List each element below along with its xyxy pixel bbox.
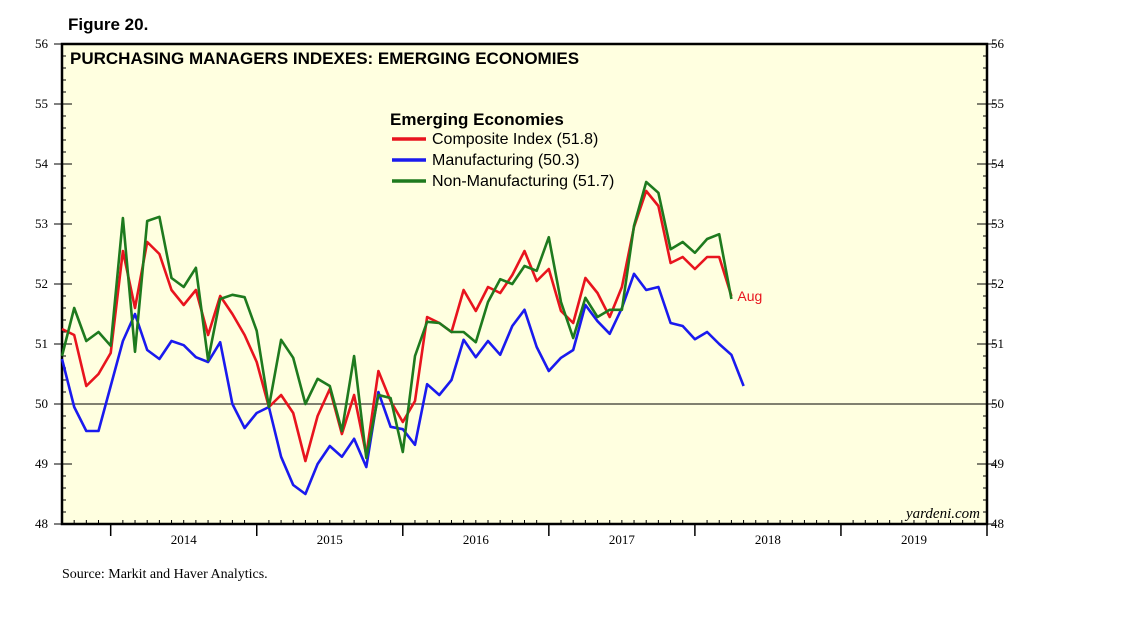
legend-label-composite: Composite Index (51.8) bbox=[432, 131, 598, 148]
x-year-label: 2015 bbox=[317, 532, 343, 547]
y-tick-label-left: 52 bbox=[35, 276, 48, 291]
x-year-label: 2014 bbox=[171, 532, 198, 547]
y-tick-label-right: 54 bbox=[991, 156, 1005, 171]
x-year-label: 2017 bbox=[609, 532, 636, 547]
series-line-composite bbox=[61, 189, 733, 463]
chart-title: PURCHASING MANAGERS INDEXES: EMERGING EC… bbox=[70, 49, 579, 68]
source-note: Source: Markit and Haver Analytics. bbox=[62, 567, 268, 582]
y-tick-label-right: 48 bbox=[991, 516, 1004, 531]
y-tick-label-left: 53 bbox=[35, 216, 48, 231]
y-tick-label-left: 51 bbox=[35, 336, 48, 351]
legend-label-nonmanufacturing: Non-Manufacturing (51.7) bbox=[432, 173, 614, 190]
y-tick-label-left: 56 bbox=[35, 36, 49, 51]
y-tick-label-left: 49 bbox=[35, 456, 48, 471]
watermark: yardeni.com bbox=[904, 506, 980, 522]
y-tick-label-right: 50 bbox=[991, 396, 1004, 411]
x-year-label: 2019 bbox=[901, 532, 927, 547]
series-line-manufacturing bbox=[60, 272, 745, 496]
legend-label-manufacturing: Manufacturing (50.3) bbox=[432, 152, 580, 169]
series-group bbox=[60, 180, 745, 496]
y-tick-label-right: 55 bbox=[991, 96, 1004, 111]
x-year-label: 2016 bbox=[463, 532, 490, 547]
axes-group: 48 48 49 49 50 50 51 51 52 52 53 53 54 54 55 55 56 56 2014… bbox=[35, 36, 1005, 547]
y-tick-label-left: 54 bbox=[35, 156, 49, 171]
y-tick-label-right: 49 bbox=[991, 456, 1004, 471]
y-tick-label-right: 56 bbox=[991, 36, 1005, 51]
figure-label: Figure 20. bbox=[68, 15, 148, 34]
y-tick-label-left: 50 bbox=[35, 396, 48, 411]
legend-title: Emerging Economies bbox=[390, 110, 564, 129]
y-tick-label-left: 48 bbox=[35, 516, 48, 531]
x-year-label: 2018 bbox=[755, 532, 781, 547]
series-line-nonmanufacturing bbox=[60, 180, 733, 460]
plot-area bbox=[60, 42, 989, 526]
end-label: Aug bbox=[737, 288, 762, 304]
legend: Emerging Economies Composite Index (51.8… bbox=[390, 110, 614, 190]
y-tick-label-right: 52 bbox=[991, 276, 1004, 291]
y-tick-label-left: 55 bbox=[35, 96, 48, 111]
y-tick-label-right: 51 bbox=[991, 336, 1004, 351]
y-tick-label-right: 53 bbox=[991, 216, 1004, 231]
